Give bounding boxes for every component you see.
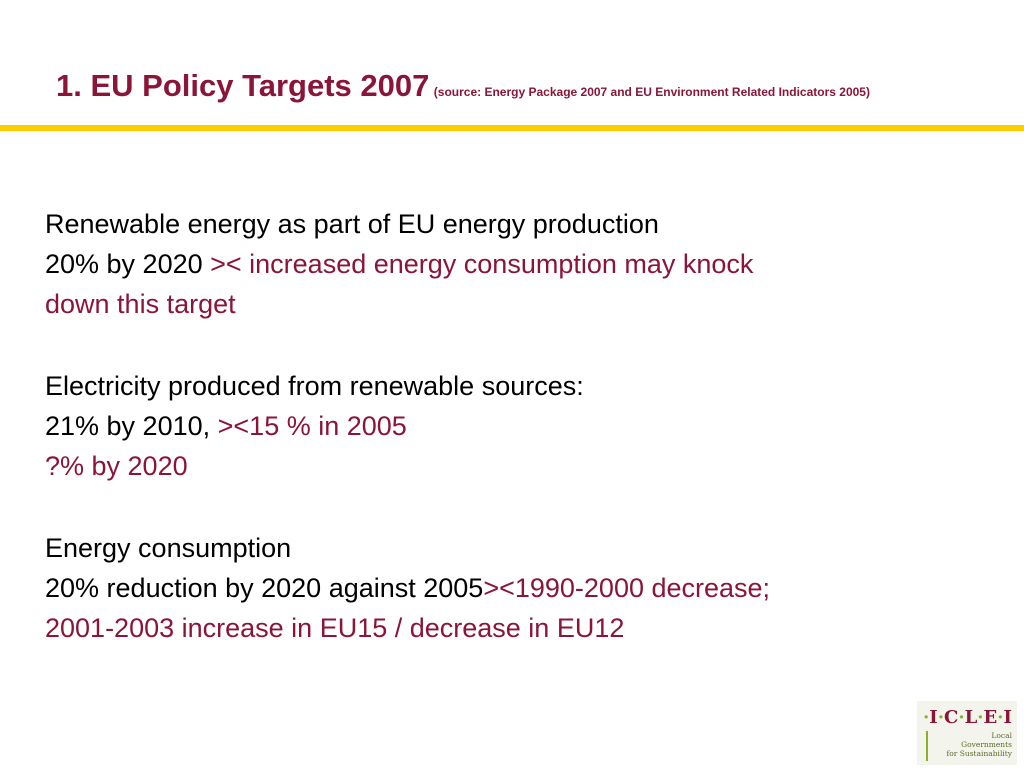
target-text: 20% by 2020: [45, 249, 211, 279]
section-target-line: 21% by 2010, ><15 % in 2005: [45, 406, 1005, 446]
title-divider: [0, 125, 1024, 131]
iclei-logo: ·I·C·L·E·I Local Governments for Sustain…: [917, 701, 1017, 765]
slide-title-source: (source: Energy Package 2007 and EU Envi…: [433, 85, 870, 99]
section-energy-consumption: Energy consumption 20% reduction by 2020…: [45, 528, 1005, 648]
section-target-line: 20% reduction by 2020 against 2005><1990…: [45, 568, 1005, 608]
slide-body: Renewable energy as part of EU energy pr…: [45, 204, 1005, 648]
comment-text: ><15 % in 2005: [217, 411, 407, 441]
comment-continuation: 2001-2003 increase in EU15 / decrease in…: [45, 613, 625, 643]
comment-continuation: down this target: [45, 289, 236, 319]
iclei-wordmark: ·I·C·L·E·I: [923, 707, 1012, 728]
comment-text: >< increased energy consumption may knoc…: [210, 249, 754, 279]
section-electricity-renewables: Electricity produced from renewable sour…: [45, 366, 1005, 486]
section-heading: Energy consumption: [45, 533, 292, 563]
slide-title-main: 1. EU Policy Targets 2007: [56, 68, 430, 103]
section-heading: Electricity produced from renewable sour…: [45, 371, 584, 401]
section-renewable-energy: Renewable energy as part of EU energy pr…: [45, 204, 1005, 324]
target-text: 21% by 2010,: [45, 411, 218, 441]
section-heading: Renewable energy as part of EU energy pr…: [45, 209, 659, 239]
comment-continuation: ?% by 2020: [45, 451, 188, 481]
comment-text: ><1990-2000 decrease;: [483, 573, 771, 603]
logo-accent-bar: [926, 731, 928, 761]
slide-title: 1. EU Policy Targets 2007 (source: Energ…: [56, 68, 870, 104]
target-text: 20% reduction by 2020 against 2005: [45, 573, 484, 603]
iclei-tagline: Local Governments for Sustainability: [946, 731, 1012, 758]
section-target-line: 20% by 2020 >< increased energy consumpt…: [45, 244, 1005, 284]
